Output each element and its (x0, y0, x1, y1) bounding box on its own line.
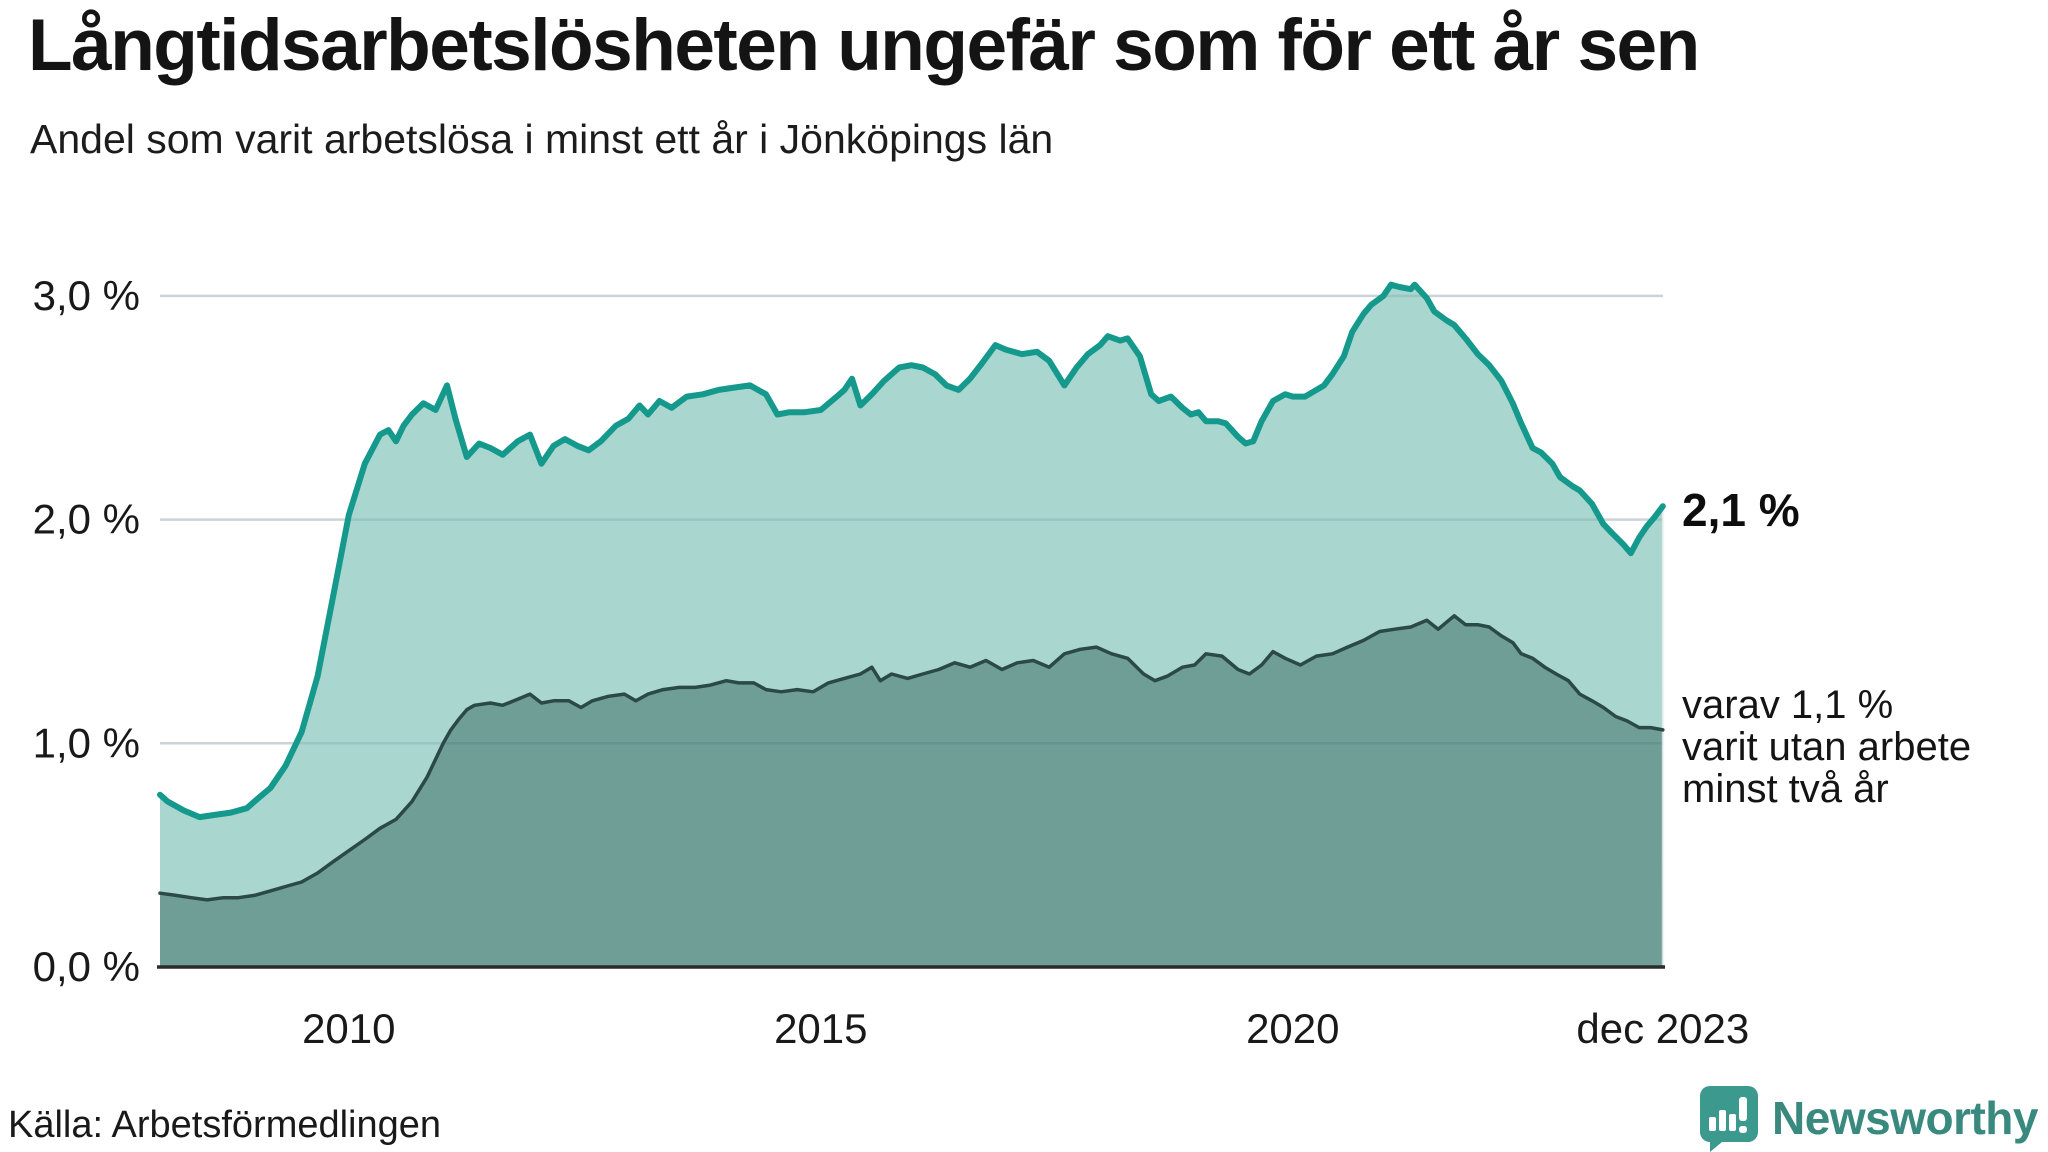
secondary-annotation-line: minst två år (1682, 767, 1889, 811)
secondary-annotation-line: varav 1,1 % (1682, 683, 1894, 727)
x-axis-tick-label: dec 2023 (1576, 1005, 1749, 1052)
secondary-annotation-line: varit utan arbete (1682, 725, 1972, 769)
y-axis-tick-label: 2,0 % (33, 496, 140, 543)
series-line-one-year (157, 281, 1666, 821)
newsworthy-logo: Newsworthy (1698, 1084, 2038, 1152)
y-axis-tick-label: 1,0 % (33, 719, 140, 766)
newsworthy-logo-icon (1700, 1086, 1759, 1152)
bar-chart-icon (1709, 1097, 1748, 1133)
x-axis-tick-label: 2015 (774, 1005, 867, 1052)
x-axis-tick-label: 2010 (302, 1005, 395, 1052)
page-subtitle: Andel som varit arbetslösa i minst ett å… (30, 116, 1054, 162)
y-axis-tick-label: 3,0 % (33, 272, 140, 319)
latest-value-label: 2,1 % (1682, 484, 1800, 536)
secondary-annotation: varav 1,1 % varit utan arbete minst två … (1682, 684, 1971, 810)
series-line-two-years (158, 614, 1665, 902)
newsworthy-wordmark: Newsworthy (1772, 1092, 2038, 1144)
y-axis-tick-label: 0,0 % (33, 943, 140, 990)
x-axis-tick-label: 2020 (1246, 1005, 1339, 1052)
page-title: Långtidsarbetslösheten ungefär som för e… (28, 5, 1700, 86)
series-area (160, 615, 1663, 967)
source-note: Källa: Arbetsförmedlingen (8, 1104, 442, 1146)
